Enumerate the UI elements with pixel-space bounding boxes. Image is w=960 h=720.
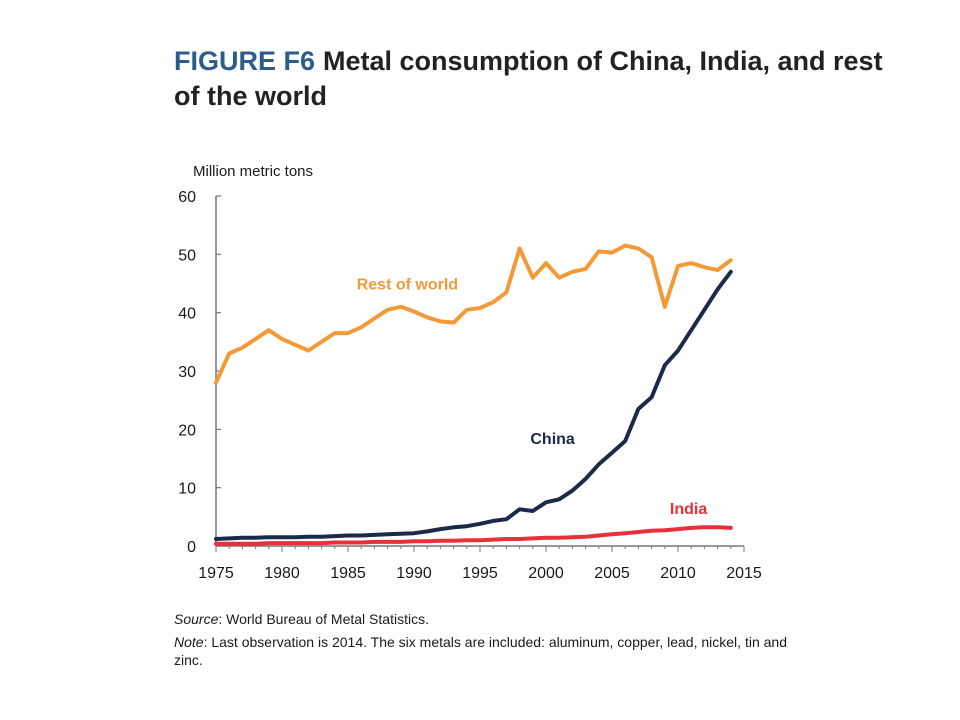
- x-tick-label: 2010: [660, 565, 696, 582]
- note-text: : Last observation is 2014. The six meta…: [174, 634, 787, 668]
- y-tick-label: 0: [187, 539, 196, 556]
- note-label: Note: [174, 634, 204, 650]
- x-tick-label: 2000: [528, 565, 564, 582]
- figure-title: FIGURE F6 Metal consumption of China, Ind…: [174, 44, 894, 114]
- figure-notes: Source: World Bureau of Metal Statistics…: [174, 610, 814, 674]
- figure-label: FIGURE F6: [174, 46, 316, 76]
- series-line-china: [214, 269, 733, 541]
- source-text: : World Bureau of Metal Statistics.: [218, 611, 429, 627]
- series-label-rest-of-world: Rest of world: [357, 276, 458, 293]
- x-tick-label: 2005: [594, 565, 630, 582]
- source-label: Source: [174, 611, 219, 627]
- x-tick-label: 1975: [198, 565, 234, 582]
- x-tick-label: 1985: [330, 565, 366, 582]
- y-tick-label: 10: [178, 481, 196, 498]
- series-label-india: India: [670, 501, 707, 518]
- x-tick-label: 1980: [264, 565, 300, 582]
- y-tick-label: 40: [178, 306, 196, 323]
- series-line-india: [214, 525, 733, 546]
- y-tick-label: 60: [178, 189, 196, 206]
- y-axis-label: Million metric tons: [193, 163, 313, 180]
- source-note: Source: World Bureau of Metal Statistics…: [174, 610, 814, 628]
- y-tick-label: 20: [178, 422, 196, 439]
- note-text-block: Note: Last observation is 2014. The six …: [174, 633, 814, 669]
- x-tick-label: 1995: [462, 565, 498, 582]
- series-label-china: China: [530, 431, 575, 448]
- y-tick-label: 30: [178, 364, 196, 381]
- figure-title-text: Metal consumption of China, India, and r…: [174, 46, 883, 111]
- x-tick-label: 1990: [396, 565, 432, 582]
- series-line-rest-of-world: [214, 243, 733, 385]
- x-tick-label: 2015: [726, 565, 762, 582]
- y-tick-label: 50: [178, 247, 196, 264]
